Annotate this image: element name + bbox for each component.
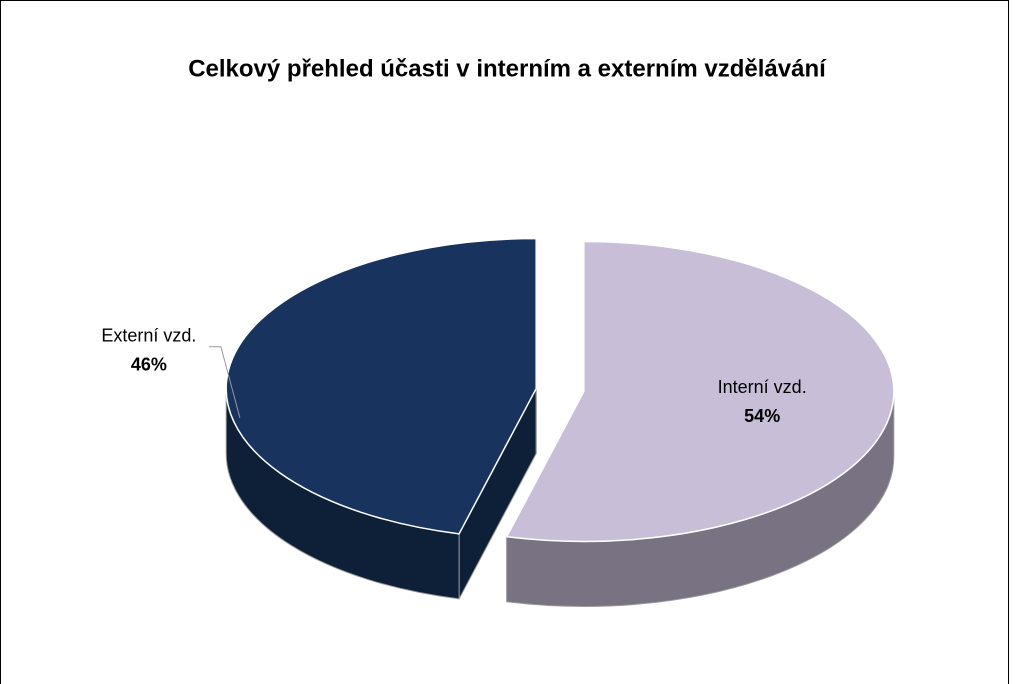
slice	[505, 240, 895, 543]
data-label-name: Externí vzd.	[101, 326, 196, 346]
data-label-name: Interní vzd.	[718, 377, 807, 397]
pie-tops	[225, 237, 895, 543]
leader-line	[208, 346, 241, 418]
chart-title: Celkový přehled účasti v interním a exte…	[188, 55, 827, 82]
data-label-value: 54%	[744, 406, 780, 426]
data-label-value: 46%	[131, 355, 167, 375]
slice	[225, 237, 537, 535]
